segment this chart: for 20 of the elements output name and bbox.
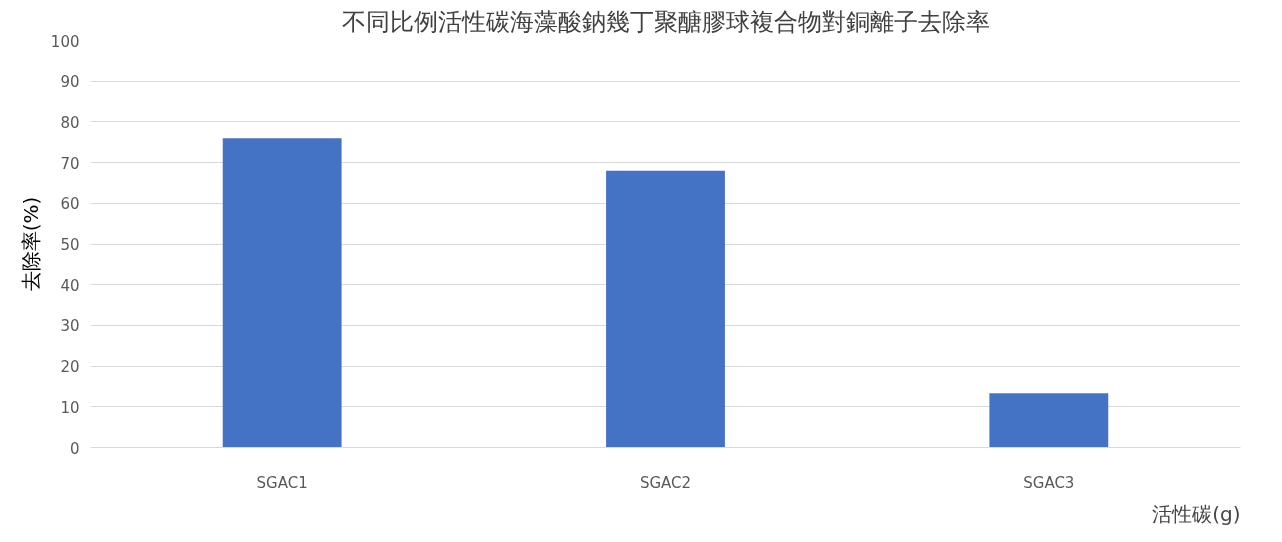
x-axis-title: 活性碳(g) <box>1152 501 1241 526</box>
y-tick-label: 40 <box>60 276 80 295</box>
y-tick-label: 30 <box>60 317 80 336</box>
chart-title: 不同比例活性碳海藻酸鈉幾丁聚醣膠球複合物對銅離子去除率 <box>341 7 990 36</box>
bar <box>989 393 1109 448</box>
x-tick-label: SGAC1 <box>256 473 308 492</box>
bar <box>606 170 725 448</box>
y-tick-label: 80 <box>60 113 80 132</box>
x-tick-label: SGAC2 <box>639 473 692 492</box>
y-tick-label: 20 <box>60 358 80 377</box>
y-tick-label: 60 <box>60 195 80 214</box>
y-axis-title: 去除率(%) <box>18 196 43 292</box>
x-tick-label: SGAC3 <box>1023 473 1075 492</box>
y-tick-label: 70 <box>60 154 80 173</box>
y-tick-label: 90 <box>60 73 80 92</box>
y-tick-label: 0 <box>69 439 80 458</box>
y-tick-label: 10 <box>60 398 80 417</box>
bar <box>222 138 342 448</box>
y-tick-label: 100 <box>50 32 80 51</box>
y-tick-label: 50 <box>60 236 80 254</box>
